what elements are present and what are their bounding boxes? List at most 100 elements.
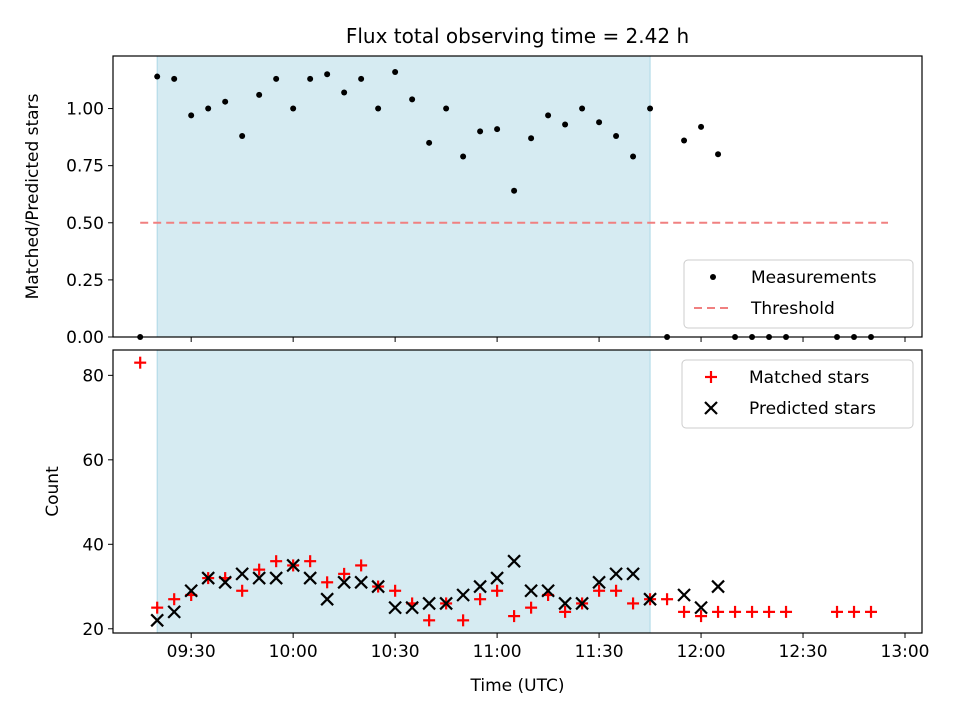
matched-stars-point xyxy=(559,605,572,618)
x-bar-b xyxy=(354,575,368,590)
predicted-stars-point xyxy=(507,554,521,568)
x-bar-b xyxy=(439,596,453,611)
measurement-point xyxy=(358,75,365,82)
legend-box xyxy=(683,259,914,329)
predicted-stars-point xyxy=(541,583,555,598)
x-tick-label: 11:30 xyxy=(575,642,624,662)
predicted-stars-point xyxy=(405,600,419,615)
x-tick-label: 12:30 xyxy=(779,642,828,662)
matched-stars-point xyxy=(508,610,521,623)
legend-label: Predicted stars xyxy=(749,399,876,419)
x-bar-b xyxy=(507,554,521,568)
predicted-stars-point xyxy=(422,596,436,611)
predicted-stars-point xyxy=(286,558,300,573)
measurement-point xyxy=(392,68,399,75)
predicted-stars-point xyxy=(524,583,538,598)
predicted-stars-point xyxy=(558,596,572,611)
x-bar-b xyxy=(575,596,589,611)
x-bar-b xyxy=(167,605,181,619)
x-bar-b xyxy=(218,575,232,590)
predicted-stars-point xyxy=(694,600,708,615)
x-bar-b xyxy=(150,613,164,628)
x-tick-label: 13:00 xyxy=(881,642,930,662)
measurement-point xyxy=(307,75,314,82)
measurement-point xyxy=(290,105,297,112)
matched-stars-point xyxy=(304,555,317,568)
x-bar-b xyxy=(694,600,708,615)
x-bar-b xyxy=(388,600,402,615)
predicted-stars-point xyxy=(473,579,487,594)
legend: Matched stars Predicted stars xyxy=(681,359,914,429)
measurement-point xyxy=(460,153,467,160)
observing-window-span xyxy=(156,349,651,634)
matched-stars-point xyxy=(134,356,147,369)
measurement-point xyxy=(494,126,501,133)
measurement-point xyxy=(256,91,263,98)
predicted-stars-point xyxy=(303,571,317,585)
x-bar-b xyxy=(320,592,334,606)
x-bar-b xyxy=(473,579,487,594)
matched-stars-point xyxy=(593,584,606,597)
legend-marker-measurements xyxy=(710,274,716,280)
matched-stars-point xyxy=(423,614,436,627)
legend-marker-matched xyxy=(705,371,717,383)
legend: Measurements Threshold xyxy=(683,259,914,329)
matched-stars-point xyxy=(678,605,691,618)
matched-stars-point xyxy=(729,605,742,618)
x-bar-b xyxy=(643,592,657,606)
y-tick-label: 0.00 xyxy=(66,328,104,348)
measurement-point xyxy=(273,75,280,82)
measurement-point xyxy=(409,96,416,103)
predicted-stars-point xyxy=(575,596,589,611)
legend-label: Measurements xyxy=(751,268,877,288)
measurement-point xyxy=(698,123,705,130)
measurement-point xyxy=(613,132,620,139)
x-tick-label: 10:00 xyxy=(269,642,318,662)
x-bar-b xyxy=(235,567,249,581)
legend-marker-predicted xyxy=(704,401,718,415)
observing-window-span xyxy=(156,55,651,338)
x-bar-b xyxy=(337,575,351,590)
predicted-stars-point xyxy=(167,605,181,619)
matched-stars-point xyxy=(695,610,708,623)
measurement-point xyxy=(341,89,348,96)
x-bar-b xyxy=(541,583,555,598)
matched-stars-point xyxy=(780,605,793,618)
measurement-point xyxy=(324,71,331,78)
matched-stars-point xyxy=(712,605,725,618)
measurement-point xyxy=(681,137,688,144)
x-tick-label: 11:00 xyxy=(473,642,522,662)
y-tick-label: 0.75 xyxy=(66,157,104,177)
measurement-point xyxy=(443,105,450,112)
predicted-stars-point xyxy=(269,571,283,585)
matched-stars-point xyxy=(661,593,674,606)
matched-stars-point xyxy=(491,584,504,597)
predicted-stars-point xyxy=(677,588,691,602)
measurement-point xyxy=(375,105,382,112)
x-bar-b xyxy=(609,567,623,581)
matched-stars-point xyxy=(270,555,283,568)
matched-stars-point xyxy=(151,601,164,614)
predicted-stars-point xyxy=(235,567,249,581)
measurement-point xyxy=(511,187,518,194)
axes-frame xyxy=(112,55,923,338)
x-bar-b xyxy=(371,579,385,594)
x-bar-b xyxy=(184,583,198,598)
matched-stars-point xyxy=(168,593,181,606)
predicted-stars-point xyxy=(609,567,623,581)
y-tick-label: 80 xyxy=(82,366,104,386)
x-tick-label: 12:00 xyxy=(677,642,726,662)
predicted-stars-point xyxy=(218,575,232,590)
x-bar-b xyxy=(456,588,470,602)
predicted-stars-point xyxy=(490,571,504,585)
measurement-point xyxy=(630,153,637,160)
measurement-point xyxy=(715,151,722,158)
measurement-point xyxy=(562,121,569,128)
x-bar-b xyxy=(626,567,640,581)
matched-stars-point xyxy=(253,563,266,576)
matched-stars-point xyxy=(525,601,538,614)
predicted-stars-point xyxy=(150,613,164,628)
matched-stars-point xyxy=(848,605,861,618)
x-bar-b xyxy=(252,571,266,585)
